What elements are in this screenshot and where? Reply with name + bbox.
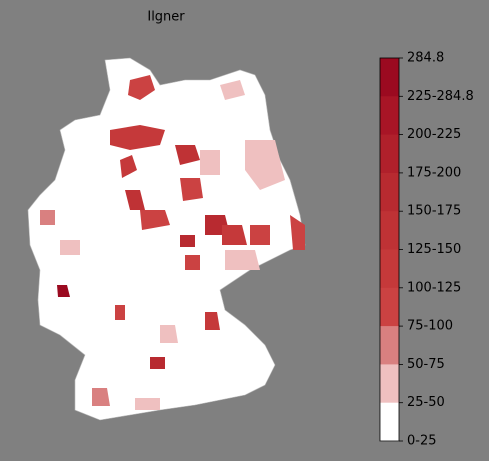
region: [110, 125, 165, 150]
region: [140, 210, 170, 230]
region: [40, 210, 55, 225]
region: [92, 388, 110, 406]
region: [185, 255, 200, 270]
region: [150, 357, 165, 369]
region: [245, 140, 285, 190]
country-outline: [27, 57, 306, 421]
map: [27, 57, 306, 421]
region: [220, 80, 245, 100]
colorbar-label: 200-225: [407, 127, 461, 142]
region: [180, 235, 195, 247]
colorbar-label: 75-100: [407, 319, 453, 334]
region: [200, 150, 220, 175]
region: [128, 75, 155, 100]
region: [222, 225, 247, 245]
colorbar-label: 100-125: [407, 280, 461, 295]
colorbar-segment: [380, 58, 399, 97]
region: [120, 155, 137, 178]
colorbar-label: 0-25: [407, 434, 437, 449]
colorbar-label: 125-150: [407, 242, 461, 257]
colorbar-segment: [380, 364, 399, 404]
region: [115, 305, 125, 320]
region: [175, 145, 200, 165]
region: [205, 312, 220, 330]
region: [125, 190, 145, 210]
colorbar-segment: [380, 287, 399, 327]
colorbar-label: 50-75: [407, 357, 445, 372]
colorbar-label: 225-284.8: [407, 89, 474, 104]
region: [180, 178, 203, 201]
colorbar-label: 25-50: [407, 395, 445, 410]
region: [290, 215, 305, 250]
colorbar-segment: [380, 96, 399, 136]
colorbar-segment: [380, 402, 399, 442]
colorbar: 284.8 225-284.8 200-225 175-200 150-175 125-1…: [379, 51, 474, 449]
colorbar-segment: [380, 249, 399, 289]
colorbar-segment: [380, 326, 399, 365]
colorbar-segment: [380, 134, 399, 174]
region: [57, 285, 70, 297]
map-title: Ilgner: [147, 10, 185, 25]
colorbar-label: 150-175: [407, 204, 461, 219]
region: [60, 240, 80, 255]
region: [225, 250, 260, 270]
region: [250, 225, 270, 245]
region: [135, 398, 160, 410]
colorbar-label: 175-200: [407, 165, 461, 180]
region: [160, 325, 178, 343]
colorbar-segment: [380, 172, 399, 212]
colorbar-segment: [380, 211, 399, 250]
colorbar-label: 284.8: [407, 51, 444, 66]
